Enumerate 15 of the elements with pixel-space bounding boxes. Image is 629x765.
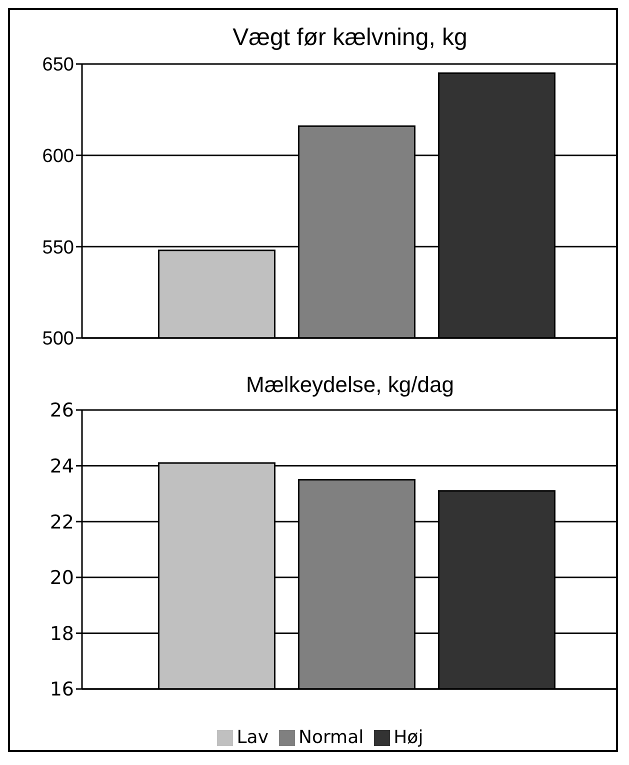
chart-title: Mælkeydelse, kg/dag [245,372,455,398]
y-tick-label: 26 [50,400,74,422]
y-tick-label: 22 [50,511,74,534]
y-tick-label: 600 [42,146,74,168]
legend-label: Høj [394,727,424,748]
legend-label: Normal [298,727,364,748]
y-tick-label: 650 [42,54,74,76]
legend-label: Lav [236,727,268,748]
y-tick-label: 24 [50,456,74,478]
y-tick-label: 550 [42,237,74,258]
y-tick-label: 500 [42,328,74,350]
y-tick-label: 16 [50,678,74,701]
chart-title: Vægt før kælvning, kg [232,24,468,52]
y-tick-label: 18 [50,622,74,645]
y-tick-label: 20 [50,567,74,590]
